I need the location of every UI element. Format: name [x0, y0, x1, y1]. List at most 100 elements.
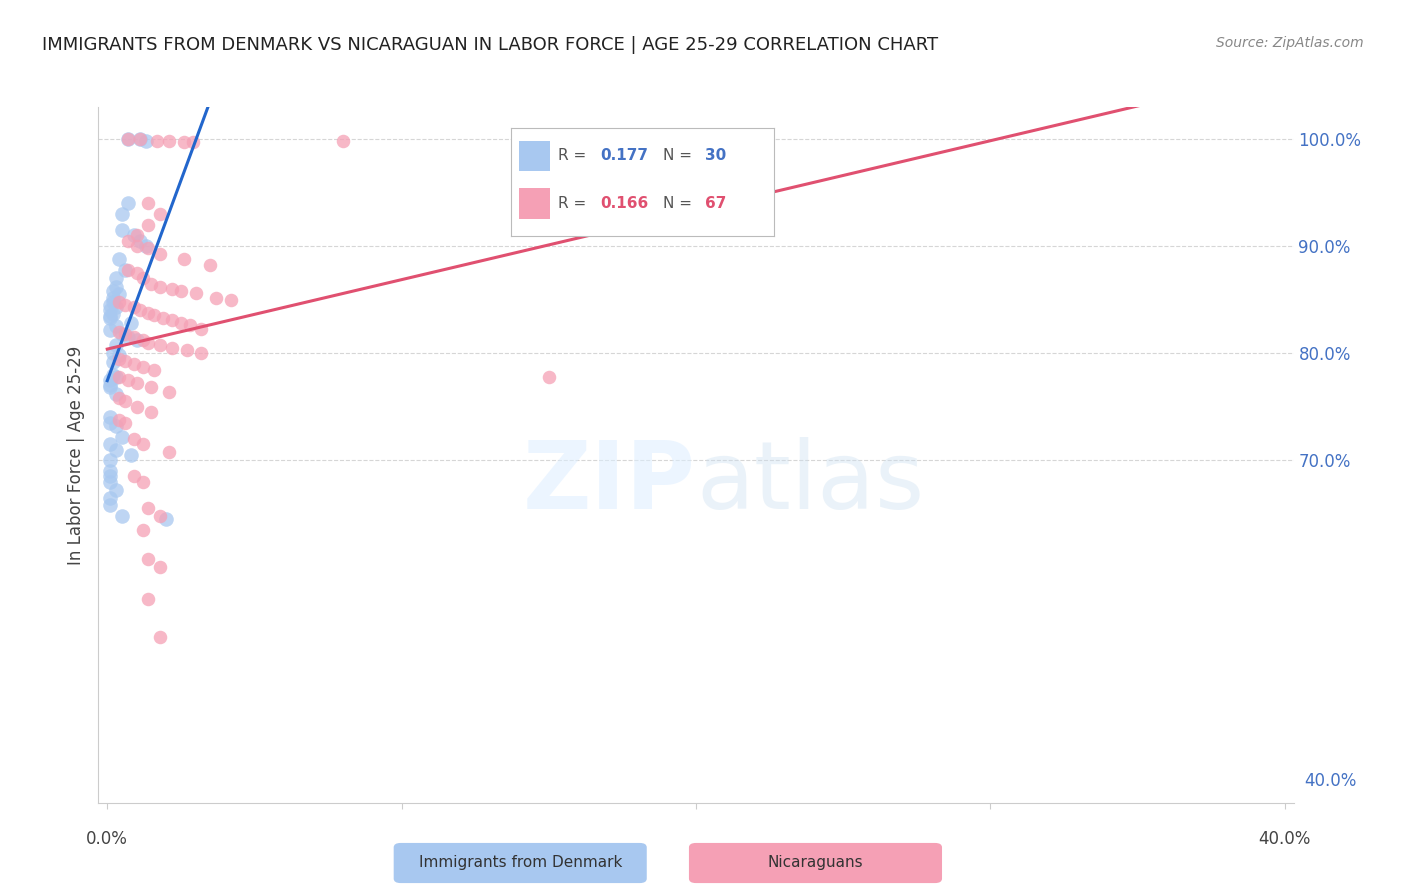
Point	[138, 241, 160, 255]
Point	[138, 335, 160, 350]
Point	[120, 316, 142, 330]
Point	[138, 196, 160, 211]
Point	[149, 207, 172, 221]
Point	[143, 308, 166, 322]
Point	[98, 416, 121, 430]
Point	[131, 334, 153, 348]
Point	[108, 252, 131, 266]
Point	[157, 134, 180, 148]
Point	[114, 416, 136, 430]
Point	[98, 310, 121, 325]
Point	[117, 262, 139, 277]
Point	[108, 348, 131, 362]
Point	[98, 298, 121, 312]
Point	[152, 310, 174, 325]
Point	[108, 325, 131, 339]
Point	[149, 508, 172, 523]
Point	[122, 432, 145, 446]
Point	[149, 560, 172, 574]
Point	[146, 134, 169, 148]
Text: 40.0%: 40.0%	[1258, 830, 1310, 847]
Point	[138, 305, 160, 319]
Point	[108, 369, 131, 384]
Point	[98, 309, 121, 323]
Point	[105, 419, 128, 434]
Point	[98, 323, 121, 337]
Point	[101, 346, 124, 360]
Point	[105, 483, 128, 498]
Point	[131, 271, 153, 285]
Point	[128, 132, 150, 146]
Point	[105, 280, 128, 294]
Text: Source: ZipAtlas.com: Source: ZipAtlas.com	[1216, 36, 1364, 50]
Point	[200, 259, 222, 273]
Point	[131, 360, 153, 375]
Point	[131, 475, 153, 489]
Point	[157, 444, 180, 458]
Point	[160, 341, 183, 355]
Point	[98, 380, 121, 394]
Point	[141, 380, 163, 394]
Point	[114, 298, 136, 312]
Point	[170, 284, 193, 298]
Text: 40.0%: 40.0%	[1305, 772, 1357, 790]
Point	[105, 271, 128, 285]
Point	[219, 293, 242, 307]
Point	[108, 287, 131, 301]
Point	[101, 368, 124, 382]
Point	[98, 453, 121, 467]
Point	[125, 376, 148, 391]
Point	[98, 437, 121, 451]
Point	[105, 337, 128, 351]
Point	[120, 448, 142, 462]
Point	[122, 469, 145, 483]
Point	[170, 316, 193, 330]
Point	[143, 363, 166, 377]
Point	[108, 351, 131, 366]
Point	[149, 337, 172, 351]
Point	[176, 343, 198, 357]
Point	[111, 326, 134, 341]
Point	[114, 326, 136, 341]
Point	[138, 218, 160, 232]
Point	[128, 234, 150, 248]
Point	[101, 284, 124, 298]
Point	[117, 234, 139, 248]
Point	[184, 286, 207, 301]
Point	[114, 353, 136, 368]
Point	[131, 523, 153, 537]
Text: 0.0%: 0.0%	[86, 830, 128, 847]
Text: Immigrants from Denmark: Immigrants from Denmark	[419, 855, 621, 870]
Point	[149, 280, 172, 294]
Point	[138, 551, 160, 566]
Point	[98, 469, 121, 483]
Point	[537, 369, 560, 384]
Y-axis label: In Labor Force | Age 25-29: In Labor Force | Age 25-29	[67, 345, 86, 565]
Point	[98, 464, 121, 478]
Point	[101, 294, 124, 309]
Point	[117, 373, 139, 387]
Point	[190, 346, 212, 360]
Point	[117, 132, 139, 146]
Point	[160, 282, 183, 296]
Point	[98, 475, 121, 489]
Point	[105, 300, 128, 314]
Point	[122, 300, 145, 314]
Point	[149, 630, 172, 644]
Point	[98, 378, 121, 392]
Point	[125, 266, 148, 280]
Point	[173, 136, 195, 150]
Point	[190, 321, 212, 335]
Point	[131, 437, 153, 451]
Point	[108, 412, 131, 426]
Point	[105, 387, 128, 401]
Point	[125, 334, 148, 348]
Point	[134, 134, 156, 148]
Point	[117, 132, 139, 146]
Point	[128, 303, 150, 318]
Point	[125, 239, 148, 253]
Point	[111, 223, 134, 237]
Point	[108, 391, 131, 405]
Point	[149, 246, 172, 260]
Point	[155, 512, 177, 526]
